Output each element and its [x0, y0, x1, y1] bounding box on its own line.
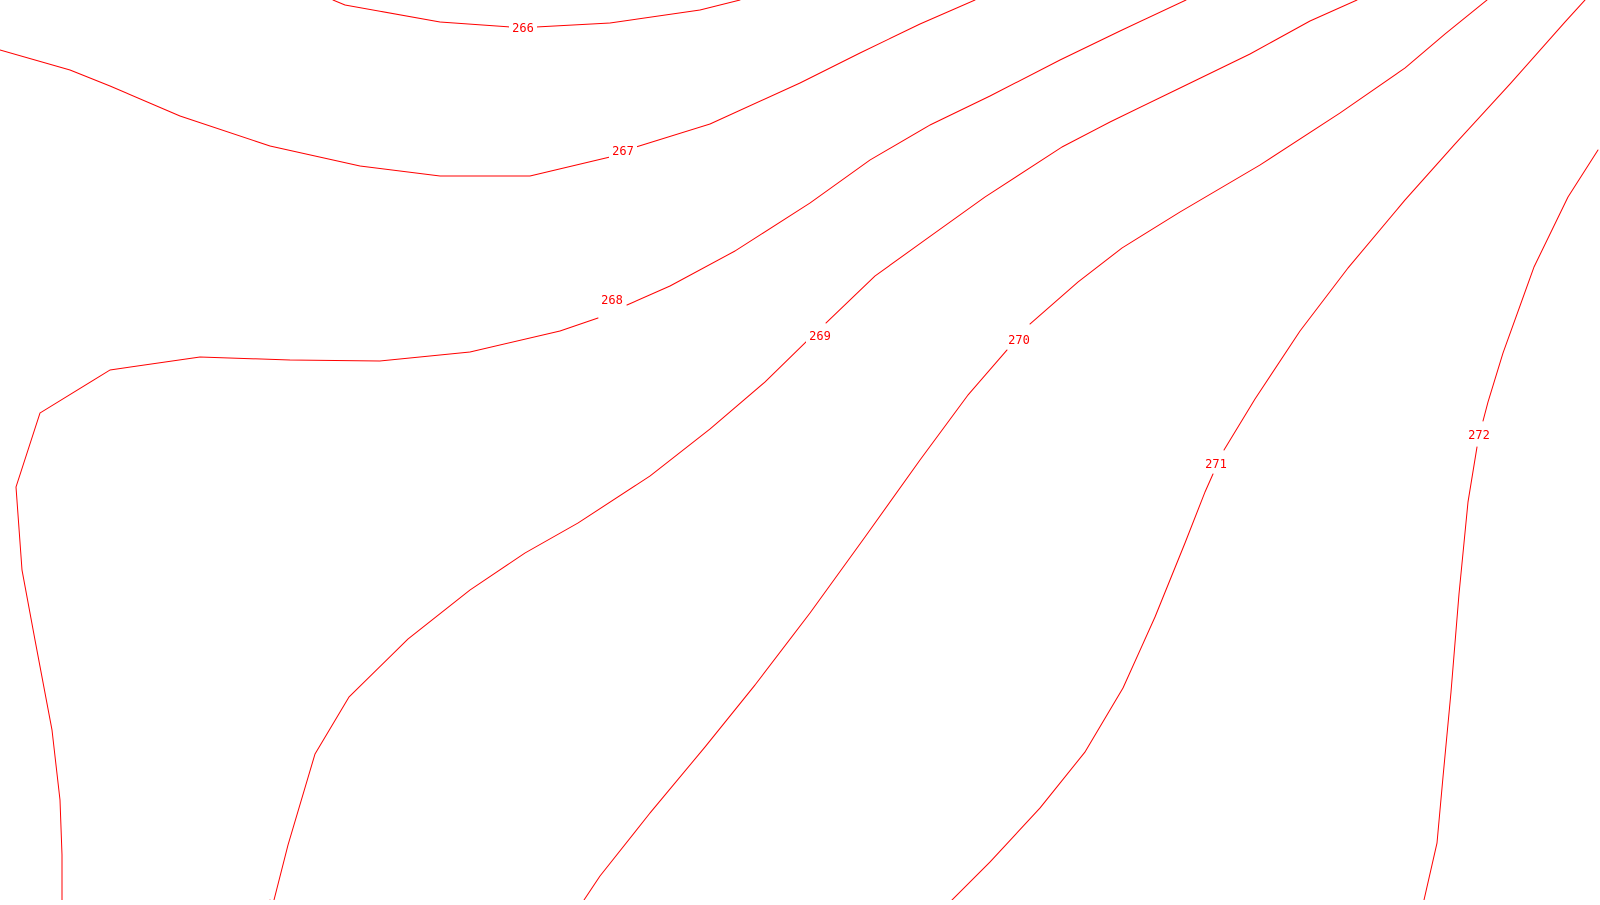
contour-label-bg	[598, 292, 626, 308]
contour-line-270	[583, 0, 1488, 901]
contour-line-268	[273, 0, 1358, 901]
contour-line-266	[332, 0, 741, 28]
contour-label-bg	[806, 328, 834, 344]
contour-label-266: 266	[512, 21, 534, 35]
contour-label-267: 267	[612, 144, 634, 158]
contour-268: 268	[269, 0, 1358, 901]
contour-269: 269	[15, 0, 1187, 901]
contour-line-269	[15, 0, 1187, 901]
contour-label-bg	[1465, 427, 1493, 443]
contour-270: 270	[583, 0, 1488, 901]
contour-line-272	[1423, 149, 1599, 901]
contour-267: 267	[0, 0, 976, 177]
contour-label-bg	[509, 20, 537, 36]
contour-label-bg	[609, 143, 637, 159]
contour-272: 272	[1423, 149, 1599, 901]
contour-label-268: 268	[601, 293, 623, 307]
contour-label-270: 270	[1008, 333, 1030, 347]
contour-line-267	[0, 0, 976, 177]
contour-271: 271	[951, 0, 1586, 901]
contour-label-bg	[1005, 332, 1033, 348]
contour-266: 266	[332, 0, 741, 36]
contour-label-bg	[1202, 456, 1230, 472]
contour-label-269: 269	[809, 329, 831, 343]
contour-label-271: 271	[1205, 457, 1227, 471]
contour-label-272: 272	[1468, 428, 1490, 442]
contour-line-271	[951, 0, 1586, 901]
